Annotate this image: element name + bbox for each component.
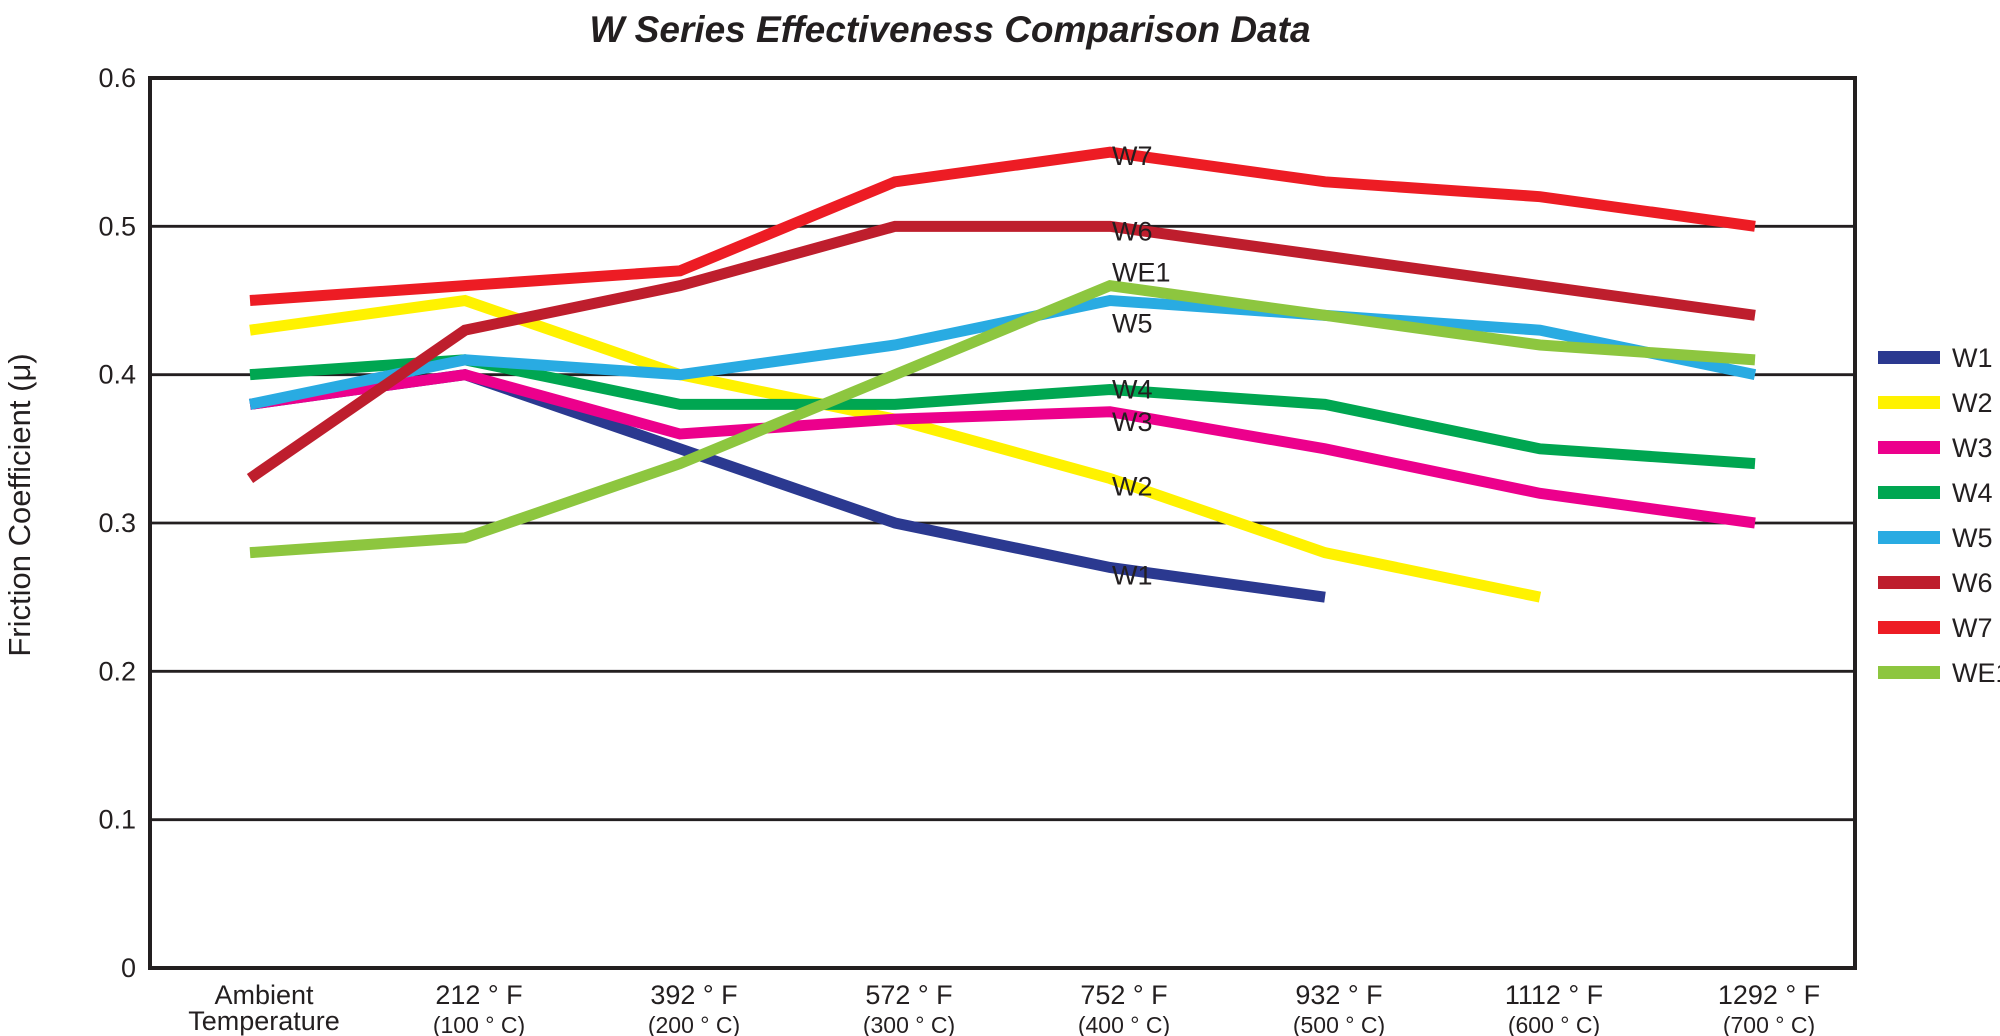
series-inline-label-w5: W5 — [1112, 309, 1153, 339]
legend-label-w2: W2 — [1952, 388, 1993, 418]
series-inline-label-w3: W3 — [1112, 407, 1153, 437]
legend-label-w1: W1 — [1952, 343, 1993, 373]
x-category-sublabel: (600 ° C) — [1508, 1012, 1600, 1036]
x-category-label: 1292 ° F — [1718, 980, 1820, 1010]
x-category-sublabel: (100 ° C) — [433, 1012, 525, 1036]
y-axis-title: Friction Coefficient (μ) — [2, 353, 37, 656]
y-tick-label: 0.2 — [98, 656, 136, 686]
series-line-w3 — [249, 369, 1756, 529]
x-category-sublabel: (200 ° C) — [648, 1012, 740, 1036]
series-inline-label-w2: W2 — [1112, 472, 1153, 502]
x-category-label: 1112 ° F — [1505, 980, 1603, 1010]
y-tick-label: 0.5 — [98, 211, 136, 241]
y-tick-label: 0.3 — [98, 508, 136, 538]
series-inline-label-w7: W7 — [1112, 141, 1153, 171]
x-category-sublabel: (500 ° C) — [1293, 1012, 1385, 1036]
legend-label-w7: W7 — [1952, 613, 1993, 643]
legend-swatch-w3 — [1878, 441, 1940, 454]
series-inline-label-we1: WE1 — [1112, 258, 1171, 288]
legend-label-we1: WE1 — [1952, 658, 2000, 688]
series-lines — [246, 146, 1757, 603]
x-category-sublabel: Temperature — [188, 1006, 340, 1036]
series-line-we1 — [249, 280, 1756, 559]
x-category-sublabel: (400 ° C) — [1078, 1012, 1170, 1036]
x-category-label: 392 ° F — [650, 980, 737, 1010]
x-category-label: 752 ° F — [1080, 980, 1167, 1010]
y-tick-label: 0.6 — [98, 63, 136, 93]
y-tick-label: 0 — [121, 953, 136, 983]
x-category-label: 572 ° F — [865, 980, 952, 1010]
y-tick-label: 0.1 — [98, 805, 136, 835]
legend-swatch-we1 — [1878, 666, 1940, 679]
legend-swatch-w2 — [1878, 396, 1940, 409]
series-line-w7 — [249, 146, 1756, 306]
legend-label-w3: W3 — [1952, 433, 1993, 463]
plot-border — [148, 76, 1857, 970]
legend-swatch-w1 — [1878, 351, 1940, 364]
legend: W1 W2 W3 W4 W5 W6 W7 WE1 — [1878, 343, 2000, 688]
x-category-label: 932 ° F — [1295, 980, 1382, 1010]
chart-title: W Series Effectiveness Comparison Data — [589, 9, 1310, 50]
legend-swatch-w7 — [1878, 621, 1940, 634]
series-inline-label-w6: W6 — [1112, 216, 1153, 246]
series-inline-label-w4: W4 — [1112, 375, 1153, 405]
legend-swatch-w6 — [1878, 576, 1940, 589]
y-tick-label: 0.4 — [98, 360, 136, 390]
series-line-w6 — [246, 220, 1756, 484]
x-category-sublabel: (300 ° C) — [863, 1012, 955, 1036]
series-line-w5 — [248, 294, 1757, 410]
legend-label-w5: W5 — [1952, 523, 1993, 553]
x-category-label: Ambient — [214, 980, 314, 1010]
legend-label-w4: W4 — [1952, 478, 1993, 508]
x-category-sublabel: (700 ° C) — [1723, 1012, 1815, 1036]
legend-swatch-w5 — [1878, 531, 1940, 544]
gridlines — [150, 224, 1855, 822]
legend-swatch-w4 — [1878, 486, 1940, 499]
y-tick-labels: 0.6 0.5 0.4 0.3 0.2 0.1 0 — [98, 63, 136, 983]
plot-border-rect — [148, 76, 1857, 970]
series-inline-label-w1: W1 — [1112, 561, 1153, 591]
x-category-label: 212 ° F — [435, 980, 522, 1010]
legend-label-w6: W6 — [1952, 568, 1993, 598]
